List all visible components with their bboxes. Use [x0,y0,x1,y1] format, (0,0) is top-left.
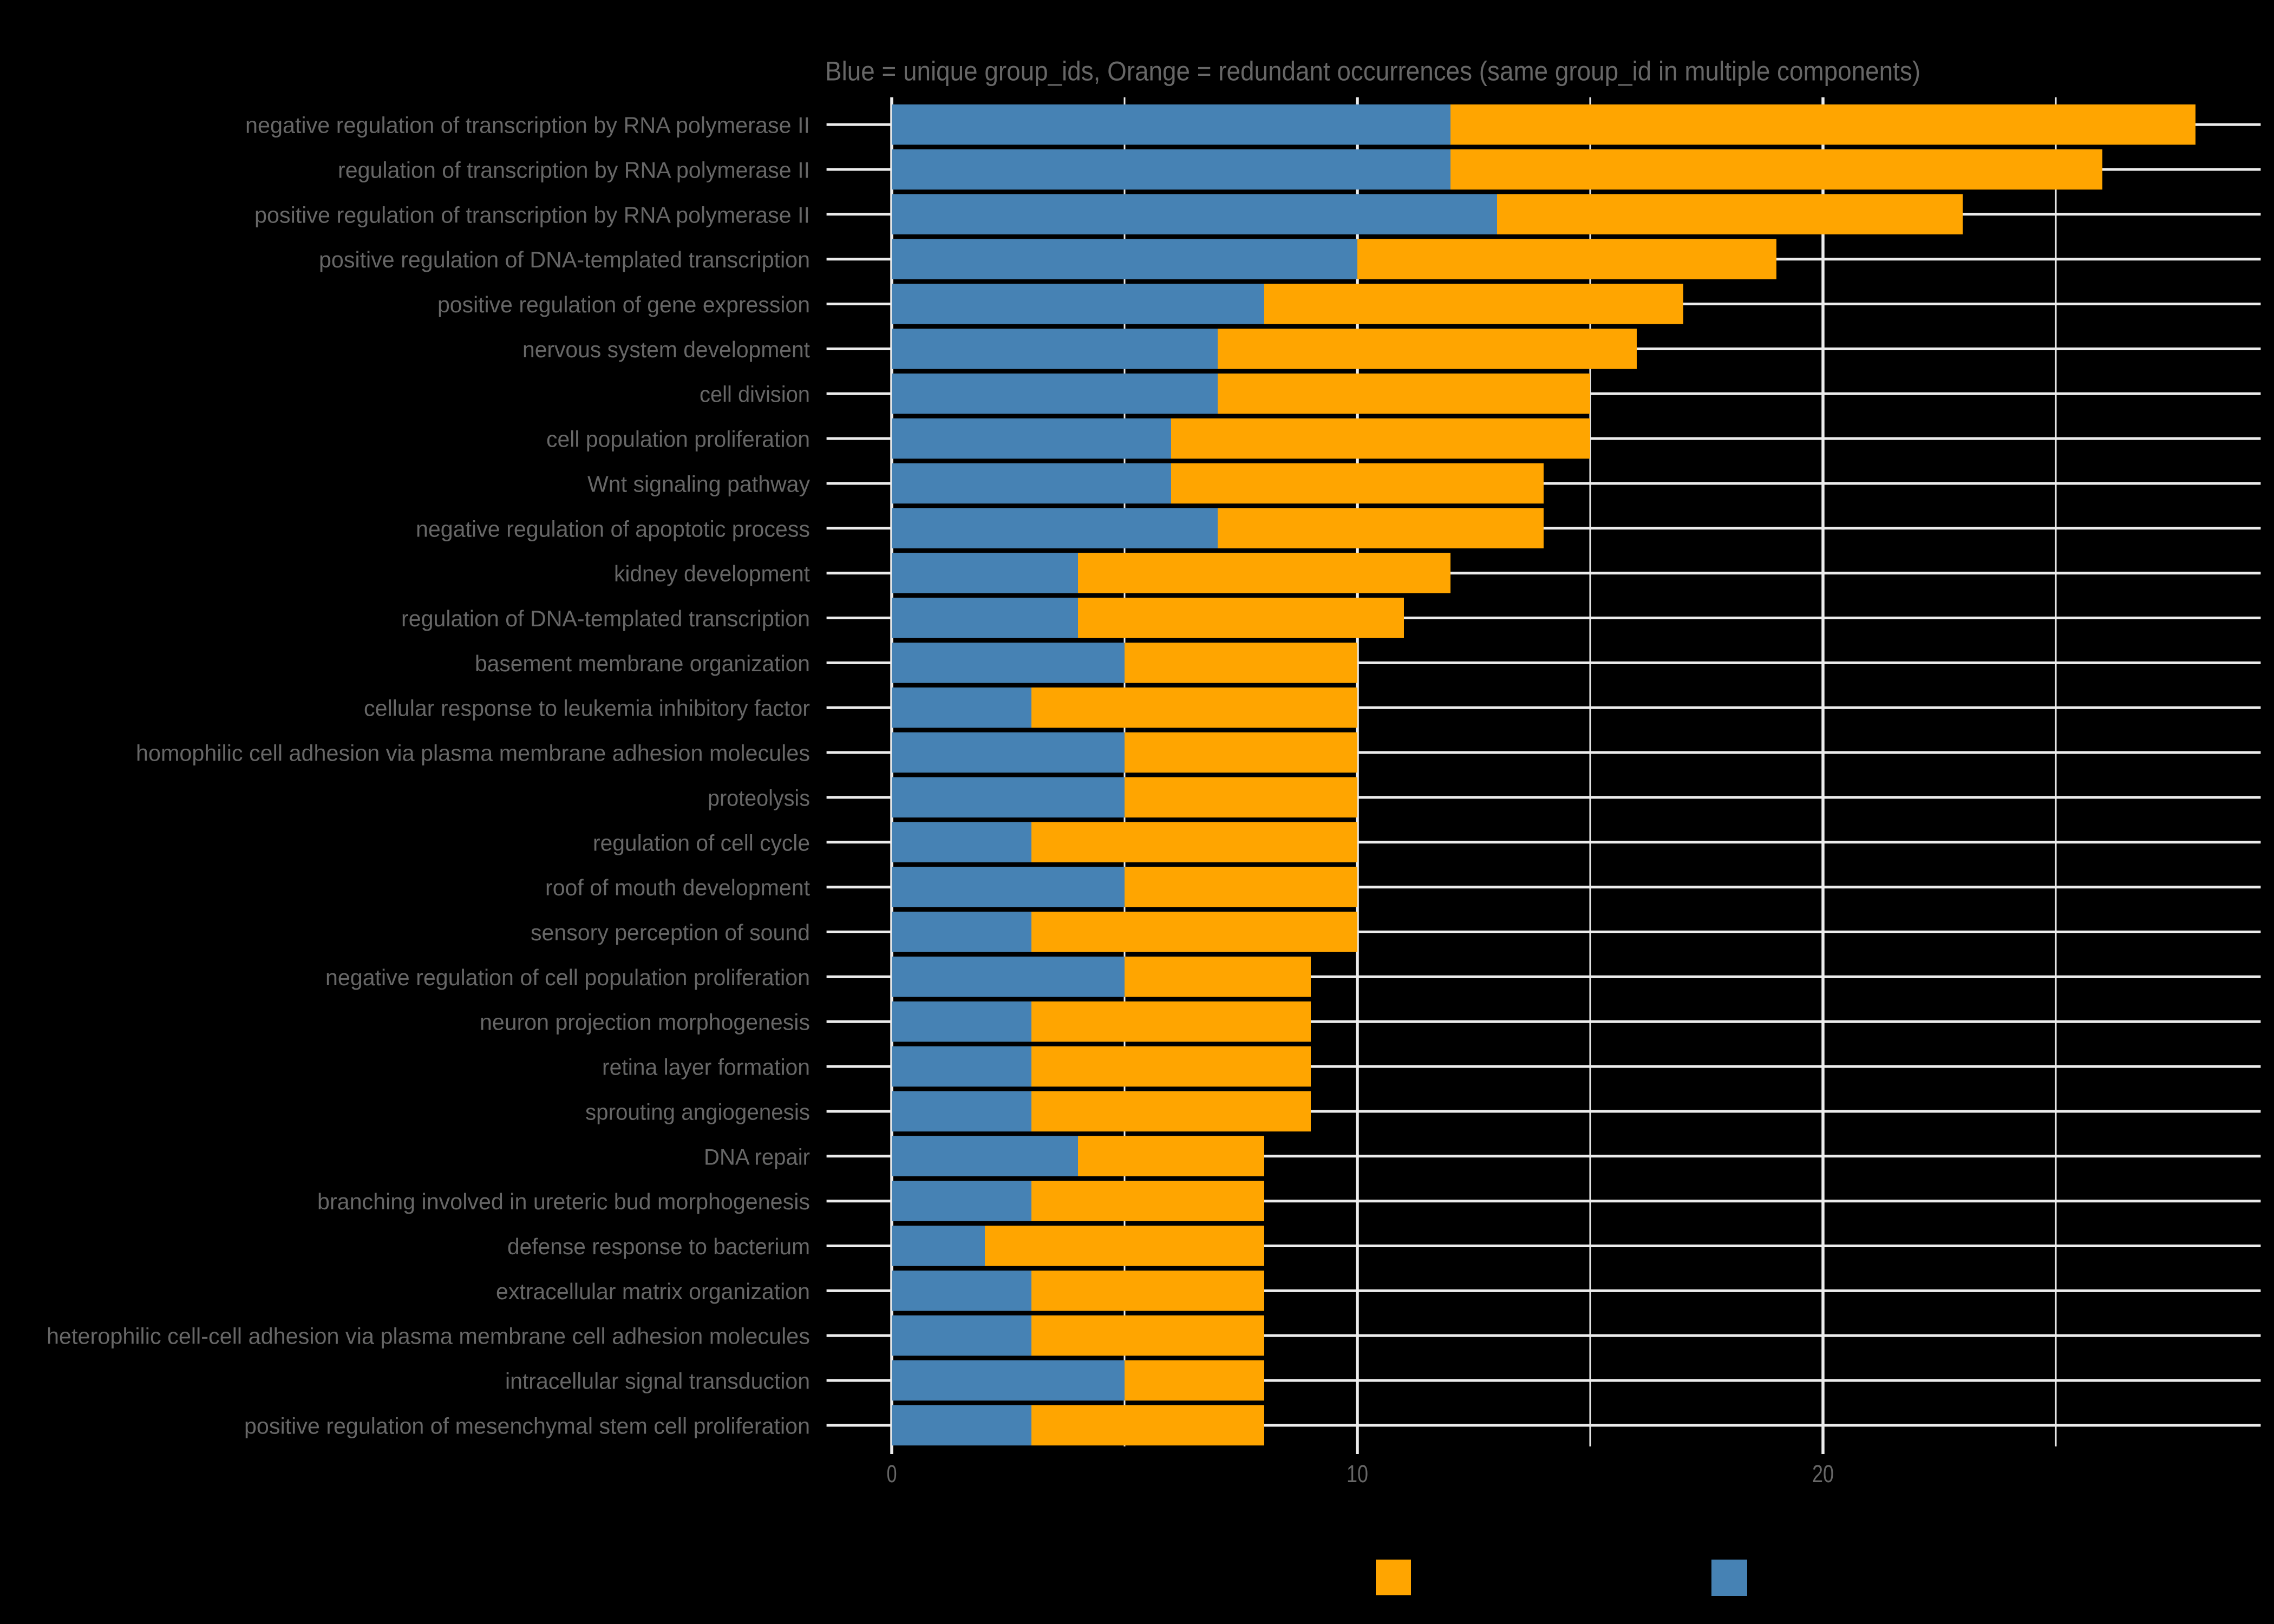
svg-text:negative regulation of transcr: negative regulation of transcription by … [245,113,810,138]
svg-text:cellular response to leukemia: cellular response to leukemia inhibitory… [364,696,810,721]
svg-text:retina layer formation: retina layer formation [602,1055,810,1080]
svg-text:kidney development: kidney development [614,561,810,586]
svg-text:DNA repair: DNA repair [704,1144,810,1169]
svg-text:defense response to bacterium: defense response to bacterium [507,1234,810,1259]
svg-text:Blue = unique group_ids, Orang: Blue = unique group_ids, Orange = redund… [825,56,1920,87]
svg-text:nervous system development: nervous system development [522,337,810,362]
svg-text:heterophilic cell-cell adhesio: heterophilic cell-cell adhesion via plas… [47,1324,810,1349]
svg-text:sensory perception of sound: sensory perception of sound [531,920,810,945]
svg-text:extracellular matrix organizat: extracellular matrix organization [496,1279,810,1304]
svg-text:cell population proliferation: cell population proliferation [546,427,810,452]
svg-text:regulation of cell cycle: regulation of cell cycle [593,830,810,855]
svg-text:roof of mouth development: roof of mouth development [545,875,810,900]
svg-text:sprouting angiogenesis: sprouting angiogenesis [585,1099,810,1125]
svg-text:positive regulation of DNA-tem: positive regulation of DNA-templated tra… [319,247,810,272]
svg-text:20: 20 [1812,1460,1834,1488]
svg-text:regulation of DNA-templated tr: regulation of DNA-templated transcriptio… [401,606,810,631]
svg-text:proteolysis: proteolysis [708,785,810,811]
svg-text:negative regulation of apoptot: negative regulation of apoptotic process [416,516,810,541]
svg-text:regulation of transcription by: regulation of transcription by RNA polym… [338,158,810,183]
svg-text:basement membrane organization: basement membrane organization [475,651,810,676]
svg-text:Wnt signaling pathway: Wnt signaling pathway [587,472,810,497]
svg-text:homophilic cell adhesion via p: homophilic cell adhesion via plasma memb… [136,741,810,766]
svg-text:branching involved in ureteric: branching involved in ureteric bud morph… [317,1189,810,1214]
svg-text:intracellular signal transduct: intracellular signal transduction [505,1368,810,1394]
svg-text:positive regulation of transcr: positive regulation of transcription by … [254,202,810,227]
svg-text:cell division: cell division [700,382,810,407]
svg-text:positive regulation of gene ex: positive regulation of gene expression [437,292,810,317]
svg-text:negative regulation of cell po: negative regulation of cell population p… [325,965,810,990]
svg-text:neuron projection morphogenesi: neuron projection morphogenesis [480,1010,810,1035]
svg-text:positive regulation of mesench: positive regulation of mesenchymal stem … [244,1413,810,1439]
svg-text:10: 10 [1347,1460,1368,1488]
svg-text:0: 0 [887,1460,897,1488]
